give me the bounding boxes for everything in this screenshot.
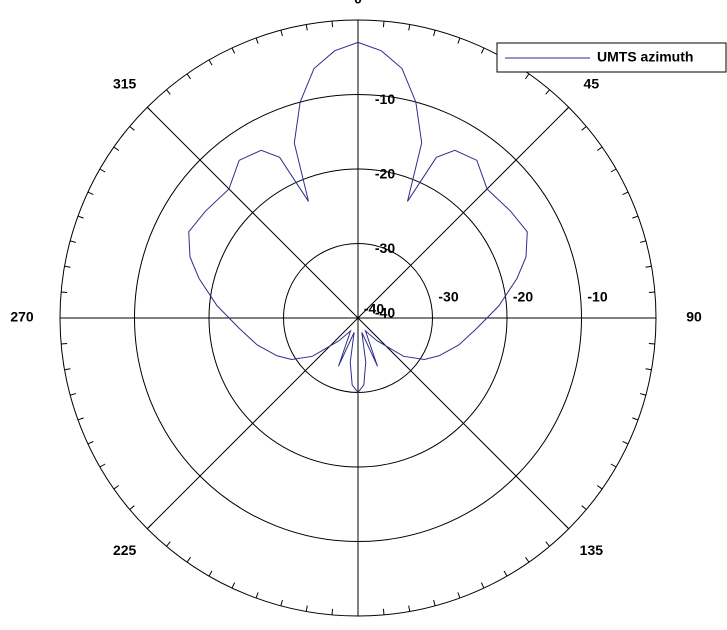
minor-tick <box>480 582 485 589</box>
minor-tick <box>64 368 71 371</box>
r-tick-label: -10 <box>587 289 607 305</box>
minor-tick <box>231 582 236 589</box>
r-tick-label: -30 <box>438 289 458 305</box>
minor-tick <box>255 37 259 44</box>
minor-tick <box>61 291 68 294</box>
minor-tick <box>87 191 94 196</box>
minor-tick <box>305 24 308 31</box>
minor-tick <box>610 168 617 173</box>
spoke <box>146 317 359 530</box>
minor-tick <box>255 592 259 599</box>
minor-tick <box>457 37 461 44</box>
series-line <box>188 41 528 394</box>
minor-tick <box>581 126 587 131</box>
minor-tick <box>639 393 646 396</box>
minor-tick <box>525 556 530 563</box>
minor-tick <box>622 440 629 445</box>
minor-tick <box>99 463 106 468</box>
minor-tick <box>331 21 334 28</box>
minor-tick <box>280 599 283 606</box>
minor-tick <box>305 605 308 612</box>
minor-tick <box>596 485 603 490</box>
minor-tick <box>645 265 652 268</box>
minor-tick <box>166 541 171 547</box>
theta-tick-label: 0 <box>354 0 362 7</box>
minor-tick <box>639 240 646 243</box>
minor-tick <box>648 342 655 345</box>
minor-tick <box>596 146 603 151</box>
minor-tick <box>648 291 655 294</box>
minor-tick <box>208 59 213 66</box>
minor-tick <box>61 342 68 345</box>
r-tick-label: -40 <box>375 305 395 321</box>
minor-tick <box>331 608 334 615</box>
minor-tick <box>525 73 530 80</box>
minor-tick <box>632 417 639 421</box>
minor-tick <box>408 24 411 31</box>
minor-tick <box>113 485 120 490</box>
minor-tick <box>186 73 191 80</box>
r-tick-label: -40 <box>364 301 384 317</box>
theta-tick-label: 180 <box>346 627 370 630</box>
minor-tick <box>64 265 71 268</box>
minor-tick <box>545 541 550 547</box>
legend-label: UMTS azimuth <box>597 49 693 65</box>
minor-tick <box>382 608 385 615</box>
minor-tick <box>457 592 461 599</box>
minor-tick <box>433 599 436 606</box>
r-tick-label: -10 <box>375 91 395 107</box>
r-tick-label: -20 <box>375 166 395 182</box>
minor-tick <box>622 191 629 196</box>
minor-tick <box>208 570 213 577</box>
minor-tick <box>87 440 94 445</box>
minor-tick <box>186 556 191 563</box>
spoke <box>146 106 359 319</box>
minor-tick <box>545 89 550 95</box>
minor-tick <box>632 215 639 219</box>
minor-tick <box>231 47 236 54</box>
minor-tick <box>610 463 617 468</box>
minor-tick <box>382 21 385 28</box>
minor-tick <box>166 89 171 95</box>
minor-tick <box>581 505 587 510</box>
spoke <box>357 317 570 530</box>
theta-tick-label: 270 <box>10 309 34 325</box>
minor-tick <box>99 168 106 173</box>
theta-tick-label: 45 <box>584 75 600 91</box>
r-tick-label: -20 <box>513 289 533 305</box>
minor-tick <box>77 215 84 219</box>
minor-tick <box>503 570 508 577</box>
minor-tick <box>408 605 411 612</box>
minor-tick <box>280 30 283 37</box>
minor-tick <box>77 417 84 421</box>
r-tick-label: -30 <box>375 240 395 256</box>
theta-tick-label: 135 <box>580 542 604 558</box>
minor-tick <box>129 505 135 510</box>
spoke <box>357 106 570 319</box>
minor-tick <box>433 30 436 37</box>
minor-tick <box>70 393 77 396</box>
minor-tick <box>70 240 77 243</box>
theta-tick-label: 315 <box>113 75 137 91</box>
minor-tick <box>113 146 120 151</box>
minor-tick <box>480 47 485 54</box>
theta-tick-label: 90 <box>686 309 702 325</box>
legend: UMTS azimuth <box>496 42 727 73</box>
minor-tick <box>645 368 652 371</box>
minor-tick <box>129 126 135 131</box>
theta-tick-label: 225 <box>113 542 137 558</box>
